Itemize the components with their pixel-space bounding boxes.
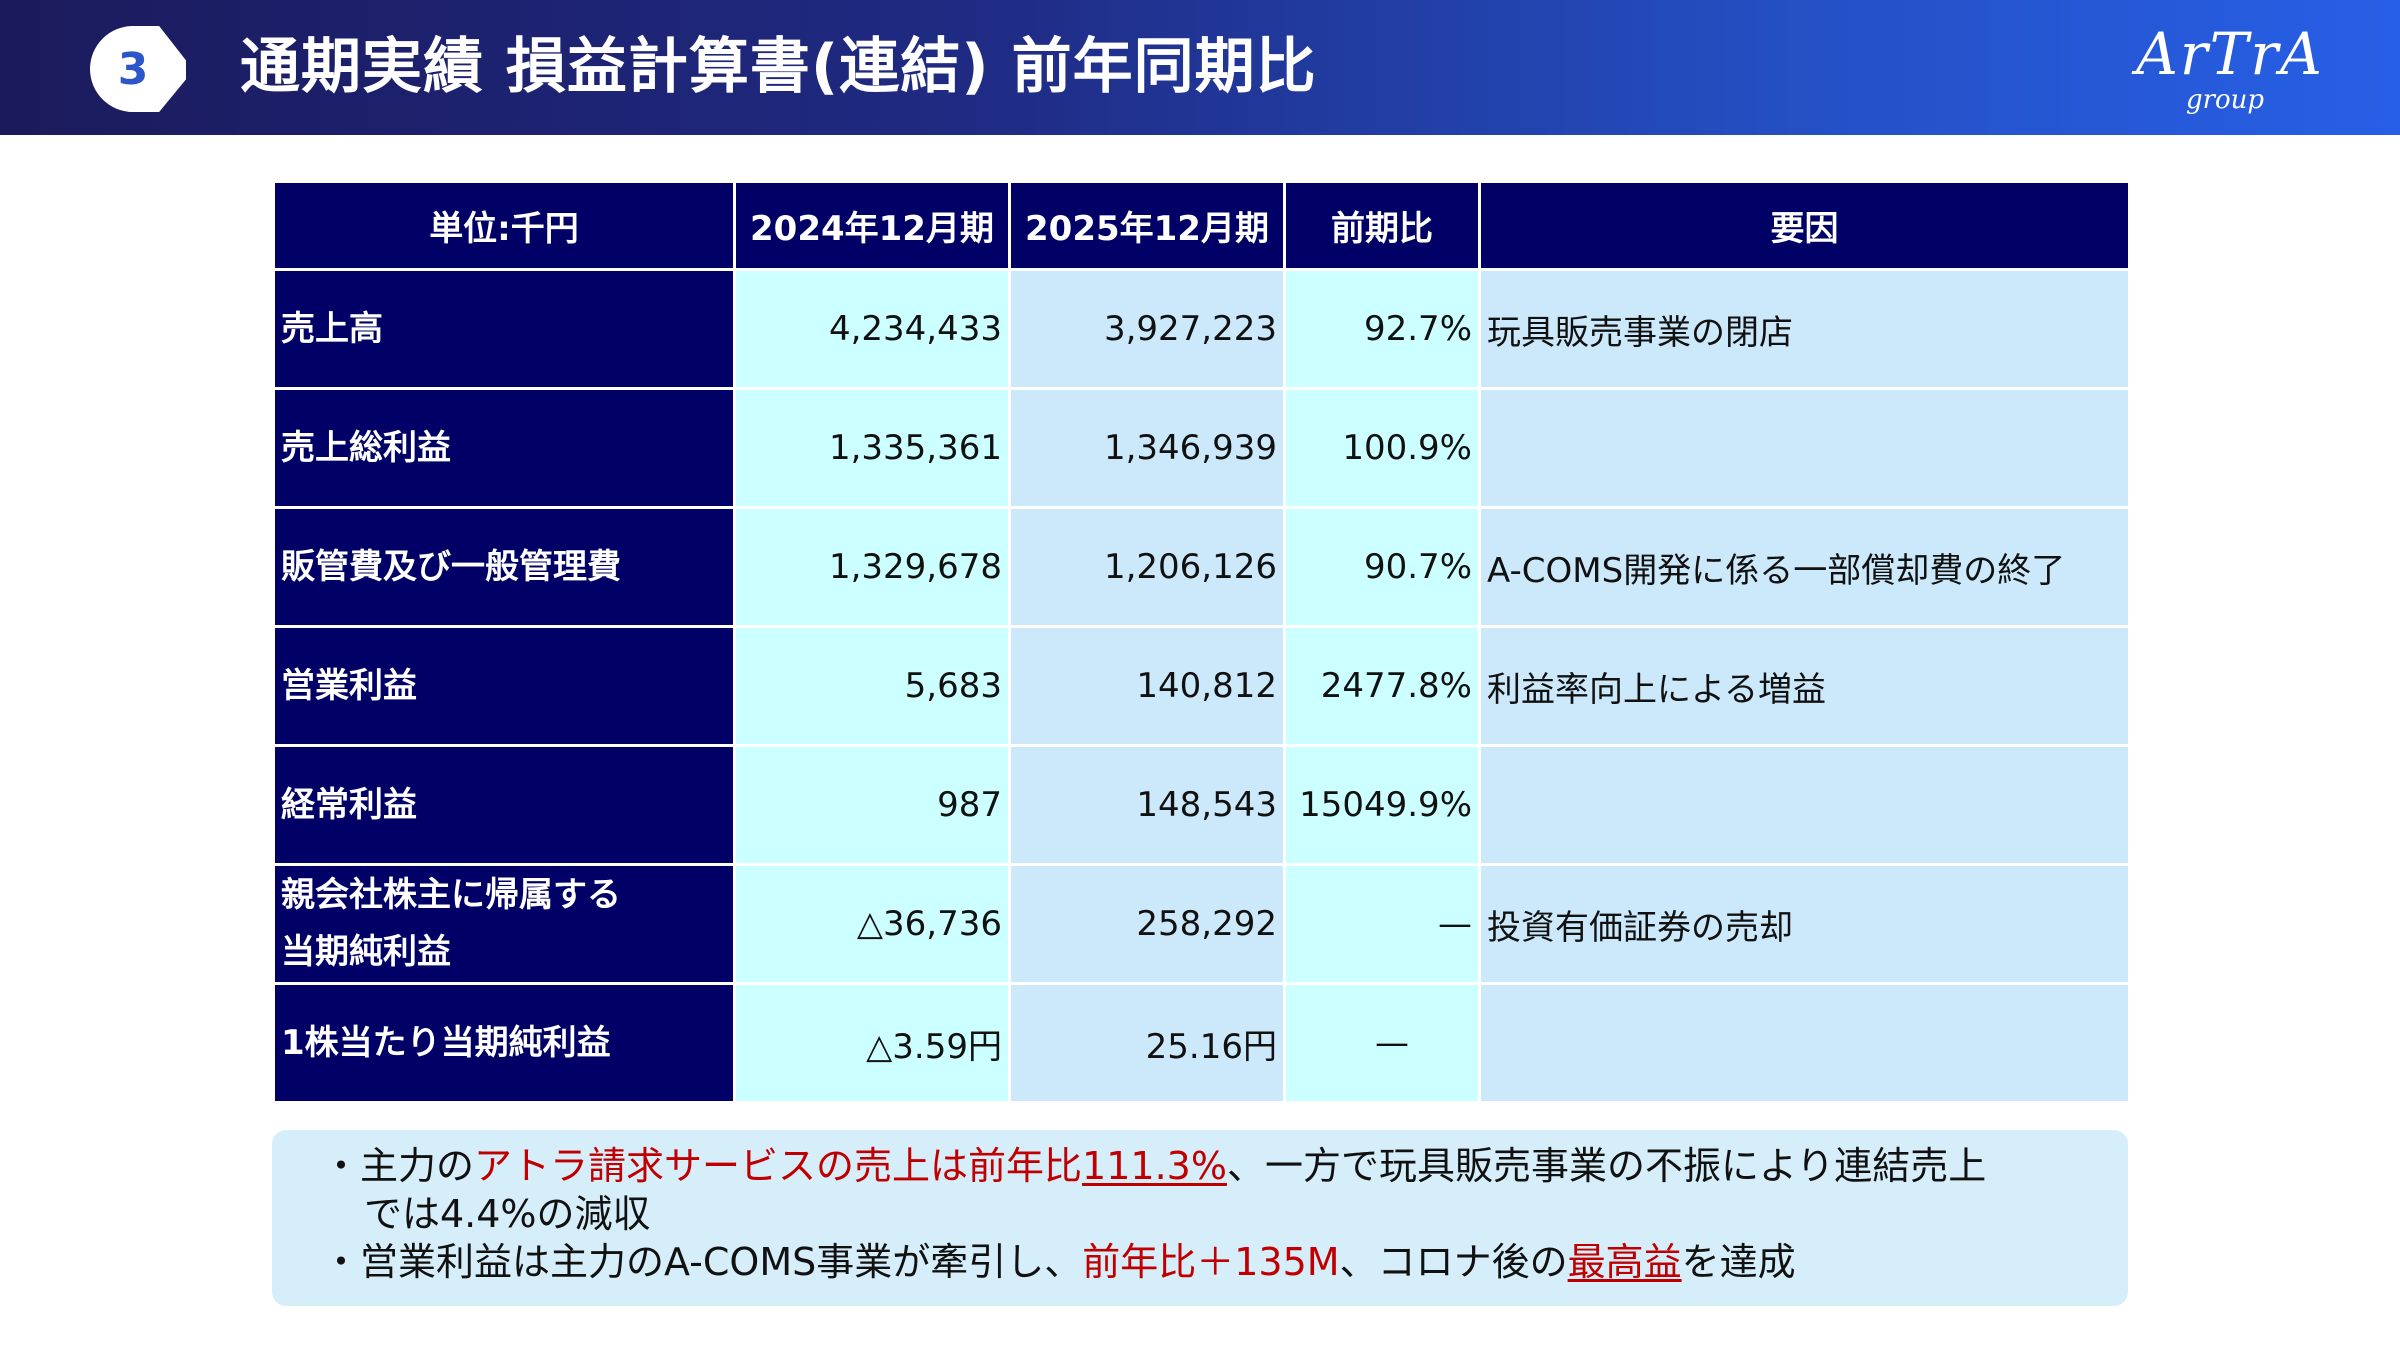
cell-fy2024: 5,683 (733, 625, 1011, 747)
column-header-fy2024: 2024年12月期 (733, 180, 1011, 271)
cell-fy2025: 1,346,939 (1008, 387, 1286, 509)
cell-reason (1478, 744, 2131, 866)
row-label: 販管費及び一般管理費 (272, 506, 736, 628)
cell-reason: A-COMS開発に係る一部償却費の終了 (1478, 506, 2131, 628)
column-header-ratio: 前期比 (1283, 180, 1481, 271)
row-label: 1株当たり当期純利益 (272, 982, 736, 1104)
row-label: 親会社株主に帰属する 当期純利益 (272, 863, 736, 985)
logo-subtext: group (2185, 85, 2265, 115)
highlight-underlined: 111.3% (1082, 1144, 1227, 1188)
row-label-line-1: 親会社株主に帰属する (281, 875, 621, 915)
cell-fy2025: 258,292 (1008, 863, 1286, 985)
bullet-icon: ・ (322, 1240, 361, 1284)
cell-fy2024: 987 (733, 744, 1011, 866)
note-item-operating-profit: ・営業利益は主力のA-COMS事業が牽引し、前年比＋135M、コロナ後の最高益を… (322, 1240, 1796, 1284)
cell-reason: 投資有価証券の売却 (1478, 863, 2131, 985)
section-number: 3 (117, 43, 149, 95)
table-row: 売上高 4,234,433 3,927,223 92.7% 玩具販売事業の閉店 (272, 268, 2131, 390)
bullet-icon: ・ (322, 1144, 361, 1188)
cell-fy2025: 1,206,126 (1008, 506, 1286, 628)
column-header-reason: 要因 (1478, 180, 2131, 271)
cell-ratio: 2477.8% (1283, 625, 1481, 747)
column-header-unit: 単位:千円 (272, 180, 736, 271)
cell-reason: 玩具販売事業の閉店 (1478, 268, 2131, 390)
cell-reason: 利益率向上による増益 (1478, 625, 2131, 747)
cell-ratio: — (1283, 863, 1481, 985)
cell-fy2025: 140,812 (1008, 625, 1286, 747)
row-label: 売上総利益 (272, 387, 736, 509)
cell-fy2025: 148,543 (1008, 744, 1286, 866)
table-row: 親会社株主に帰属する 当期純利益 △36,736 258,292 — 投資有価証… (272, 863, 2131, 985)
table-row: 営業利益 5,683 140,812 2477.8% 利益率向上による増益 (272, 625, 2131, 747)
cell-fy2025: 3,927,223 (1008, 268, 1286, 390)
table-row: 1株当たり当期純利益 △3.59円 25.16円 — (272, 982, 2131, 1104)
table-header-row: 単位:千円 2024年12月期 2025年12月期 前期比 要因 (272, 180, 2131, 271)
cell-fy2024: 4,234,433 (733, 268, 1011, 390)
table-row: 販管費及び一般管理費 1,329,678 1,206,126 90.7% A-C… (272, 506, 2131, 628)
cell-ratio: 92.7% (1283, 268, 1481, 390)
page-title: 通期実績 損益計算書(連結) 前年同期比 (240, 32, 1317, 102)
row-label: 営業利益 (272, 625, 736, 747)
cell-reason (1478, 387, 2131, 509)
section-number-badge: 3 (90, 26, 186, 112)
cell-ratio: 15049.9% (1283, 744, 1481, 866)
cell-fy2025: 25.16円 (1008, 982, 1286, 1104)
row-label: 売上高 (272, 268, 736, 390)
company-logo: ArTrA group (2120, 22, 2340, 132)
column-header-fy2025: 2025年12月期 (1008, 180, 1286, 271)
slide-header: 3 通期実績 損益計算書(連結) 前年同期比 ArTrA group (0, 0, 2400, 135)
table-row: 売上総利益 1,335,361 1,346,939 100.9% (272, 387, 2131, 509)
highlight-text: 前年比＋135M (1082, 1240, 1340, 1284)
logo-wordmark: ArTrA (2136, 20, 2324, 88)
cell-fy2024: 1,329,678 (733, 506, 1011, 628)
table-row: 経常利益 987 148,543 15049.9% (272, 744, 2131, 866)
row-label-line-2: 当期純利益 (281, 932, 451, 972)
cell-fy2024: △36,736 (733, 863, 1011, 985)
cell-ratio: 90.7% (1283, 506, 1481, 628)
highlight-underlined: 最高益 (1567, 1240, 1682, 1284)
note-item-sales-continued: では4.4%の減収 (364, 1192, 651, 1236)
summary-notes: ・主力のアトラ請求サービスの売上は前年比111.3%、一方で玩具販売事業の不振に… (272, 1130, 2128, 1306)
row-label: 経常利益 (272, 744, 736, 866)
cell-ratio: — (1283, 982, 1481, 1104)
income-statement-table: 単位:千円 2024年12月期 2025年12月期 前期比 要因 売上高 4,2… (272, 180, 2131, 1104)
cell-reason (1478, 982, 2131, 1104)
cell-ratio: 100.9% (1283, 387, 1481, 509)
note-item-sales: ・主力のアトラ請求サービスの売上は前年比111.3%、一方で玩具販売事業の不振に… (322, 1144, 1987, 1188)
cell-fy2024: △3.59円 (733, 982, 1011, 1104)
cell-fy2024: 1,335,361 (733, 387, 1011, 509)
highlight-text: アトラ請求サービスの売上は前年比 (474, 1144, 1083, 1188)
